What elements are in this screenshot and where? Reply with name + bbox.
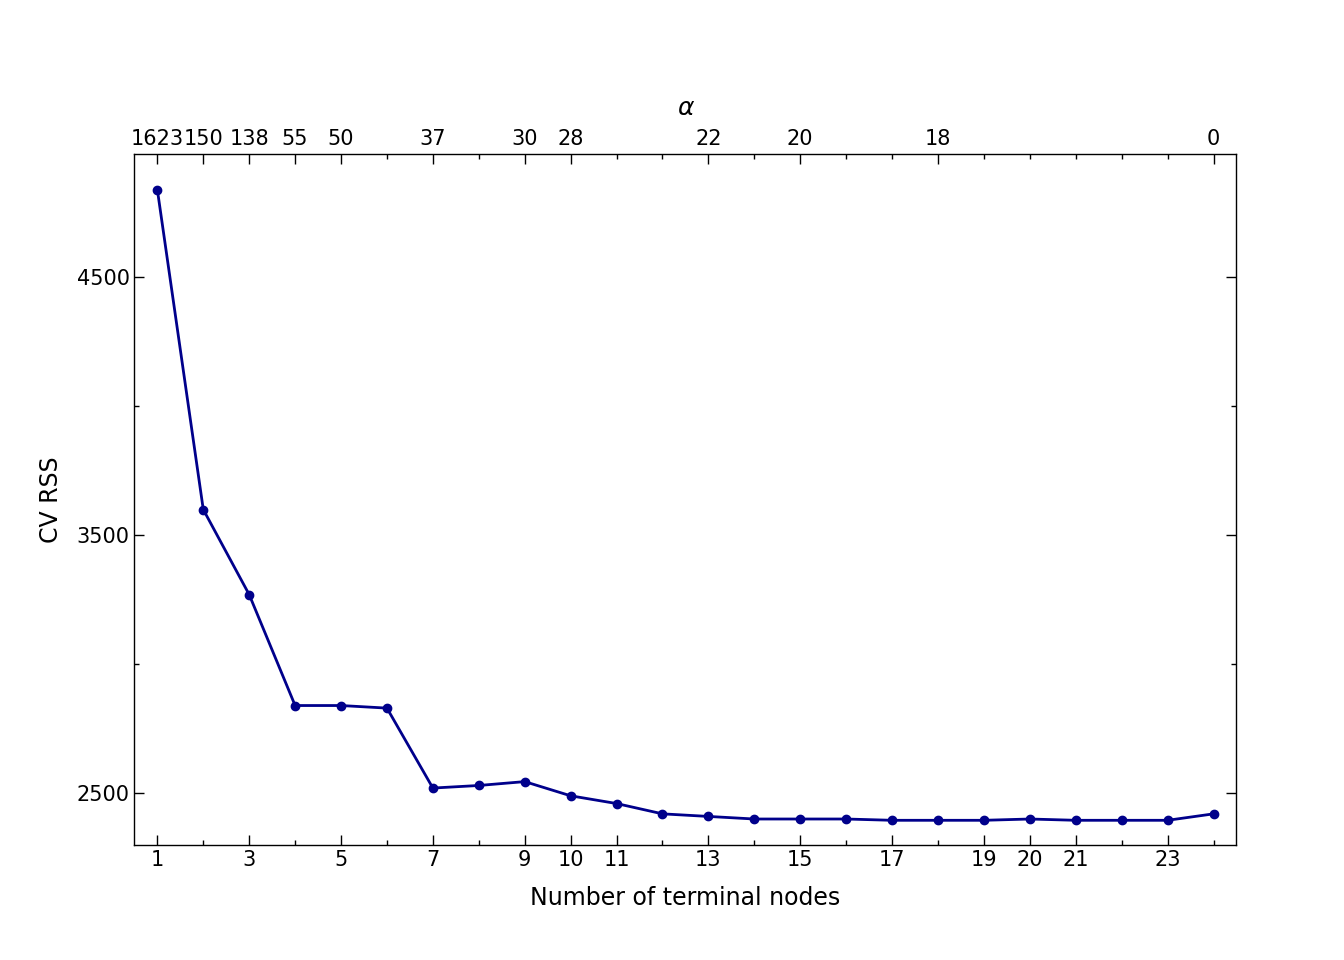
X-axis label: Number of terminal nodes: Number of terminal nodes — [531, 886, 840, 910]
X-axis label: α: α — [677, 96, 694, 120]
Y-axis label: CV RSS: CV RSS — [39, 456, 63, 542]
